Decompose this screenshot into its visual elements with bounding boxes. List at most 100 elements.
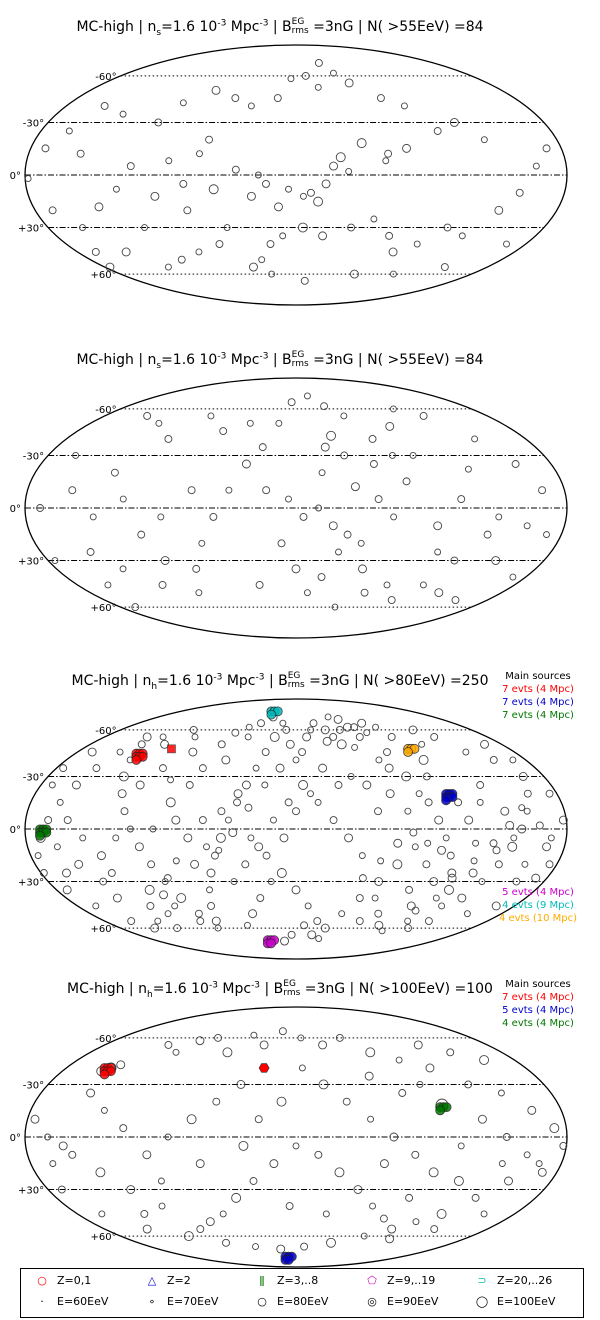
event-marker	[150, 923, 160, 933]
event-marker	[432, 894, 440, 902]
event-marker	[314, 798, 322, 806]
event-marker	[331, 603, 339, 611]
event-marker	[157, 513, 165, 521]
event-marker	[160, 739, 170, 749]
event-marker	[451, 596, 460, 604]
legend-symbol: ⬠	[367, 1274, 377, 1287]
event-marker	[377, 857, 385, 865]
event-marker	[131, 603, 140, 612]
event-marker	[95, 1167, 106, 1178]
event-marker	[126, 825, 134, 833]
event-marker	[350, 482, 360, 492]
event-marker	[433, 521, 443, 531]
event-marker	[118, 771, 129, 782]
event-marker	[275, 419, 283, 427]
event-marker	[362, 780, 372, 790]
event-marker	[307, 930, 317, 940]
event-marker	[376, 94, 385, 102]
event-marker	[304, 902, 312, 910]
event-marker	[214, 1033, 223, 1042]
event-marker	[177, 255, 186, 264]
event-marker	[318, 763, 328, 773]
event-marker	[422, 860, 431, 869]
event-marker	[442, 834, 450, 842]
event-marker	[518, 804, 526, 812]
event-marker	[340, 451, 349, 460]
event-marker	[437, 845, 446, 855]
event-marker	[393, 838, 403, 848]
event-marker	[364, 1071, 374, 1081]
event-marker	[383, 581, 391, 589]
event-marker	[449, 118, 459, 127]
event-marker	[357, 718, 367, 728]
event-marker	[94, 202, 104, 212]
event-marker	[171, 815, 181, 825]
event-marker	[328, 521, 338, 531]
event-marker	[382, 157, 390, 165]
legend-symbol: △	[147, 1274, 157, 1287]
event-marker	[209, 512, 218, 521]
event-marker	[49, 1160, 57, 1168]
event-marker	[365, 1047, 376, 1058]
event-marker	[464, 815, 474, 825]
latitude-tick-label: -30°	[23, 451, 44, 462]
event-marker	[68, 1150, 77, 1159]
event-marker	[58, 1141, 68, 1151]
panel-title: MC-high | ns=1.6 10-3 Mpc-3 | B EG rms =3n…	[76, 17, 484, 38]
event-marker	[402, 477, 411, 486]
event-marker	[347, 223, 356, 232]
event-marker	[345, 167, 353, 175]
event-marker	[269, 1159, 279, 1169]
event-marker	[89, 513, 97, 521]
event-marker	[440, 263, 449, 271]
event-marker	[464, 465, 472, 473]
latitude-tick-label: +60°	[91, 270, 117, 281]
map-outline	[24, 698, 568, 960]
event-marker	[241, 860, 250, 869]
event-marker	[320, 442, 330, 452]
event-marker	[457, 893, 467, 903]
event-marker	[198, 764, 207, 773]
latitude-tick-label: +30°	[18, 1186, 44, 1197]
event-marker	[62, 885, 72, 895]
event-marker	[191, 733, 199, 741]
event-marker	[425, 1063, 435, 1073]
event-marker	[262, 179, 270, 188]
event-marker	[252, 1243, 259, 1251]
event-marker	[318, 231, 328, 241]
event-marker	[51, 557, 59, 564]
event-marker	[258, 256, 266, 264]
event-marker	[338, 910, 346, 918]
event-marker	[155, 419, 163, 427]
event-marker	[356, 138, 367, 149]
event-marker	[147, 860, 156, 869]
event-marker	[86, 548, 95, 556]
event-marker	[542, 842, 552, 852]
event-marker	[450, 556, 459, 565]
legend-item: · E=60EeV	[33, 1295, 108, 1308]
legend-item: ◯ E=100EeV	[473, 1295, 556, 1308]
event-marker	[278, 1027, 287, 1036]
main-source-entry: 4 evts (9 Mpc)	[502, 900, 574, 911]
event-marker	[186, 1114, 197, 1125]
event-marker	[149, 825, 157, 833]
event-marker	[100, 102, 109, 110]
event-marker	[318, 1040, 328, 1050]
main-sources-heading: Main sources	[505, 979, 571, 990]
event-marker	[491, 901, 501, 911]
mollweide-map: +60° +30° 0° -30° -60°	[0, 1002, 568, 1268]
legend-symbol: ǁ	[259, 1274, 265, 1287]
event-marker	[215, 846, 223, 854]
event-marker	[300, 276, 309, 285]
event-marker	[428, 1167, 439, 1178]
event-marker	[535, 1160, 543, 1168]
event-marker	[198, 816, 207, 825]
event-marker	[245, 723, 253, 731]
event-marker	[143, 412, 152, 420]
legend-label: E=80EeV	[277, 1295, 329, 1308]
source-event-marker	[266, 938, 276, 949]
event-marker	[48, 206, 57, 215]
legend-item: ○ E=80EeV	[253, 1295, 328, 1308]
event-marker	[363, 729, 371, 737]
event-marker	[208, 184, 219, 195]
